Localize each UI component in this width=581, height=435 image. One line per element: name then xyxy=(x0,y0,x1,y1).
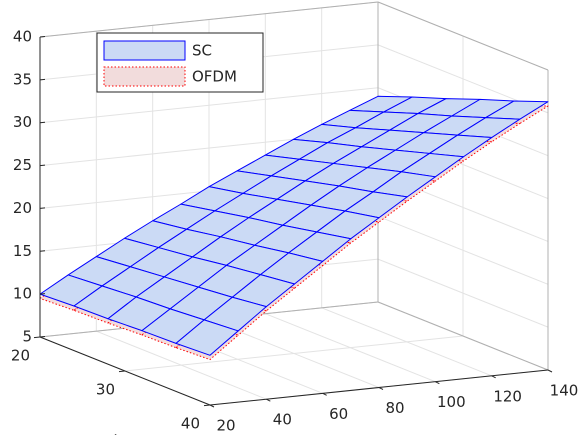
x-tick xyxy=(266,398,271,402)
z-tick xyxy=(39,250,46,252)
y-tick-label: 20 xyxy=(11,347,30,365)
z-tick-label: 25 xyxy=(13,156,32,174)
z-tick-label: 15 xyxy=(13,242,32,260)
z-tick-label: 5 xyxy=(22,328,32,346)
y-tick xyxy=(203,404,211,407)
box-edge xyxy=(377,301,549,371)
legend-swatch xyxy=(103,40,186,61)
z-tick-label: 30 xyxy=(13,113,32,131)
z-tick xyxy=(39,36,46,38)
x-tick-label: 40 xyxy=(273,411,292,429)
z-tick-label: 10 xyxy=(13,285,32,303)
z-tick xyxy=(39,336,46,338)
x-tick-label: 20 xyxy=(216,417,235,435)
legend-label: SC xyxy=(192,42,212,60)
z-tick xyxy=(39,293,46,295)
x-tick xyxy=(322,392,327,396)
z-tick-label: 20 xyxy=(13,199,32,217)
y-axis-label: K xyxy=(107,430,124,435)
x-tick-label: 80 xyxy=(385,399,404,417)
box-edge xyxy=(39,1,379,38)
legend-swatch xyxy=(103,66,186,87)
x-tick xyxy=(209,404,215,408)
x-tick-label: 100 xyxy=(437,393,466,411)
y-tick-label: 30 xyxy=(96,381,115,399)
x-tick-label: 120 xyxy=(493,387,522,405)
x-tick xyxy=(435,381,440,385)
x-tick-label: 60 xyxy=(329,405,348,423)
x-tick xyxy=(547,369,553,373)
z-tick-label: 35 xyxy=(13,70,32,88)
z-tick xyxy=(39,164,46,167)
grid-line xyxy=(124,335,464,372)
y-tick xyxy=(118,370,126,373)
x-tick-label: 140 xyxy=(550,382,579,400)
y-tick xyxy=(33,336,41,339)
x-tick xyxy=(378,387,384,390)
z-tick-label: 40 xyxy=(13,28,32,46)
z-tick xyxy=(39,78,46,81)
x-tick xyxy=(491,375,496,379)
surface-cell xyxy=(175,319,239,356)
box-edge xyxy=(377,1,549,71)
z-tick xyxy=(39,207,46,209)
y-tick-label: 40 xyxy=(181,415,200,433)
legend-label: OFDM xyxy=(192,68,237,86)
z-tick xyxy=(39,121,46,124)
